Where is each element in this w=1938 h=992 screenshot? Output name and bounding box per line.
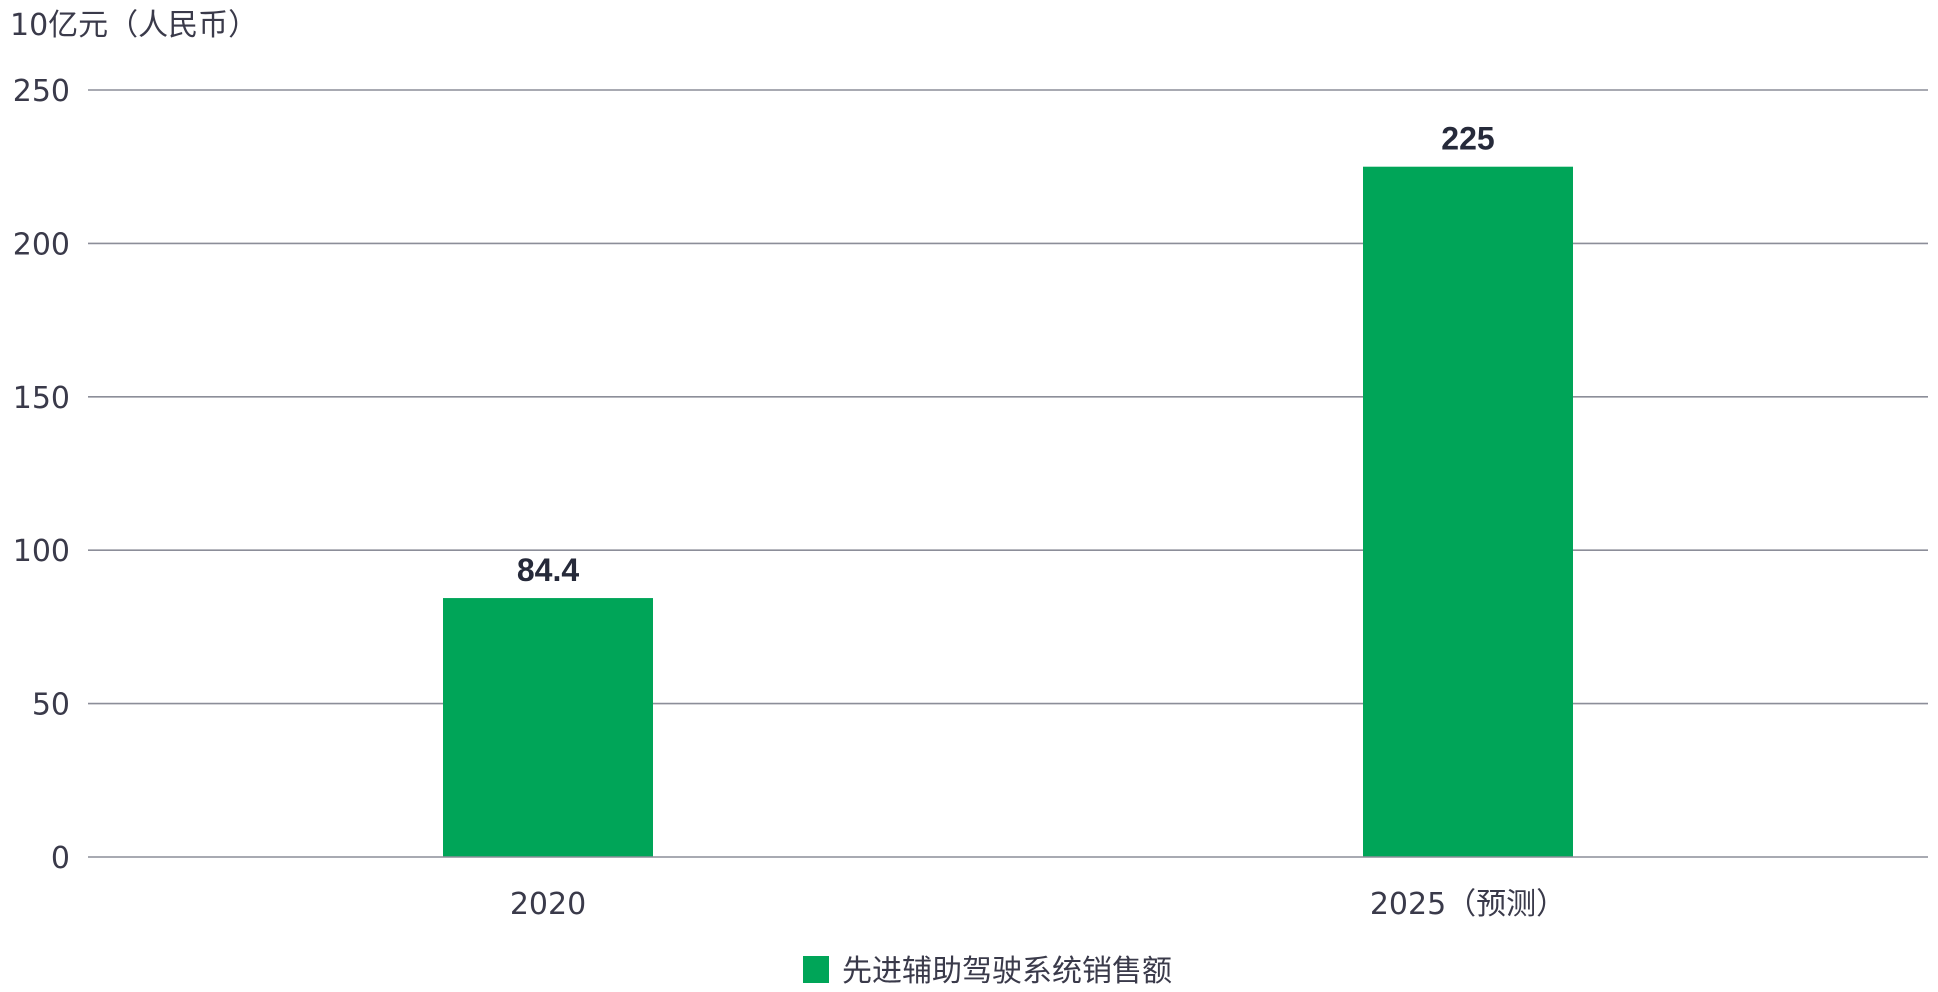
legend: 先进辅助驾驶系统销售额 — [803, 954, 1172, 989]
y-axis-unit-label: 10亿元（人民币） — [10, 8, 258, 43]
data-label-0: 84.4 — [517, 552, 579, 588]
data-labels: 84.4 225 — [517, 121, 1495, 588]
legend-swatch — [803, 956, 829, 983]
y-axis-ticks: 0 50 100 150 200 250 — [13, 74, 70, 876]
data-label-1: 225 — [1441, 121, 1494, 157]
y-tick-label-50: 50 — [32, 688, 70, 723]
bar-0 — [443, 598, 653, 857]
x-tick-label-0: 2020 — [510, 887, 586, 922]
y-tick-label-0: 0 — [51, 841, 70, 876]
gridlines — [88, 89, 1928, 705]
y-tick-label-200: 200 — [13, 227, 70, 262]
x-tick-label-1: 2025（预测） — [1370, 887, 1566, 922]
x-axis-ticks: 2020 2025（预测） — [510, 887, 1566, 922]
y-tick-label-150: 150 — [13, 381, 70, 416]
bar-1 — [1363, 166, 1573, 857]
legend-label-sales: 先进辅助驾驶系统销售额 — [842, 954, 1172, 989]
bars — [443, 166, 1573, 857]
y-tick-label-250: 250 — [13, 74, 70, 109]
y-tick-label-100: 100 — [13, 534, 70, 569]
